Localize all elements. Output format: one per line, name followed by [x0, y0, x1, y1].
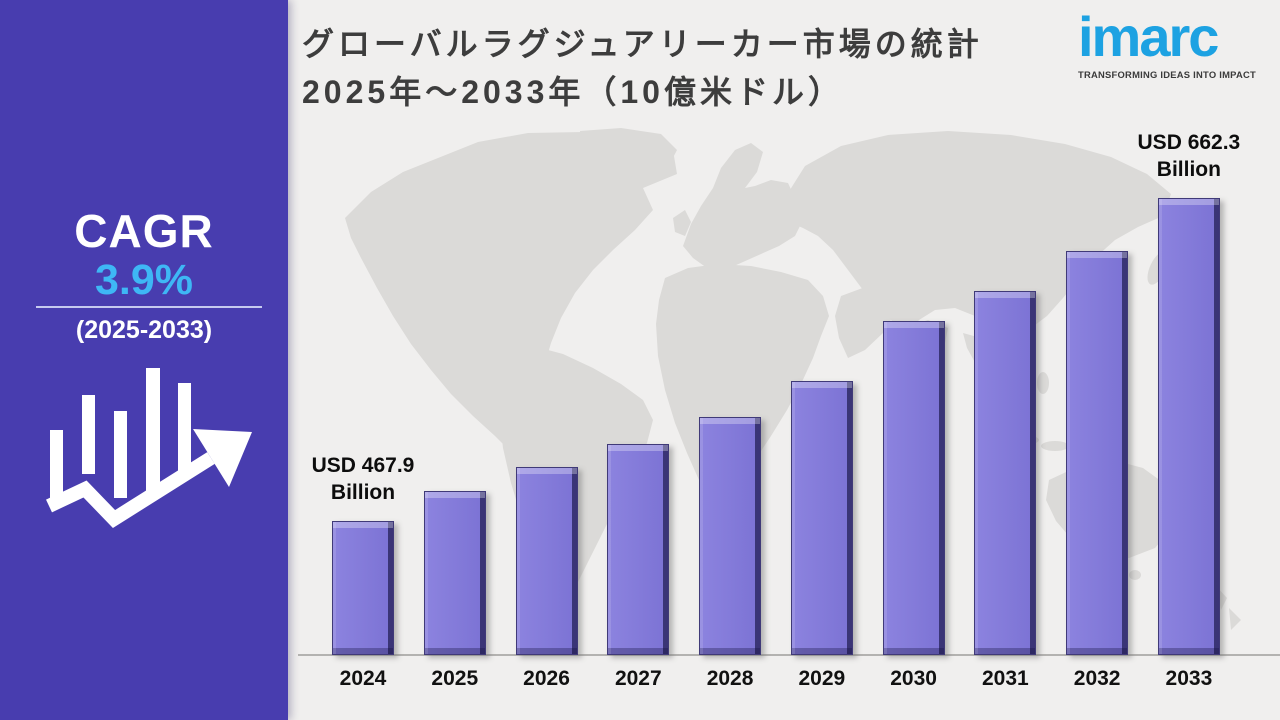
bar-year-label: 2031 — [982, 667, 1029, 690]
bar-column: USD 662.3 Billion 2033 — [1138, 131, 1241, 690]
bar-year-label: 2030 — [890, 667, 937, 690]
bars-row: USD 467.9 Billion 2024 2025 2026 2027 2028 2029… — [312, 131, 1241, 690]
x-axis-line — [298, 654, 1280, 656]
bar-year-label: 2028 — [706, 667, 754, 690]
cagr-period: (2025-2033) — [75, 316, 213, 344]
imarc-logo-tagline: TRANSFORMING IDEAS INTO IMPACT — [1078, 69, 1256, 80]
bar-2026 — [515, 467, 578, 655]
bar-2030 — [882, 321, 945, 655]
bar-2033 — [1157, 198, 1220, 655]
page-title-line2: 2025年～2033年（10億米ドル） — [302, 74, 844, 110]
bar-column: 2028 — [699, 417, 762, 690]
cagr-value: 3.9% — [94, 256, 193, 304]
bar-chart-growth-arrow-icon — [46, 368, 252, 528]
cagr-label: CAGR — [74, 205, 214, 257]
bar-column: USD 467.9 Billion 2024 — [312, 454, 415, 690]
bar-2031 — [974, 291, 1037, 655]
bar-column: 2026 — [515, 467, 578, 690]
bar-year-label: 2024 — [339, 667, 387, 690]
bar-2028 — [699, 417, 762, 655]
bar-year-label: 2026 — [523, 667, 570, 690]
bar-2024 — [332, 521, 394, 655]
bar-2025 — [423, 491, 486, 655]
bar-year-label: 2027 — [614, 667, 662, 690]
bar-value-callout: USD 662.3 Billion — [1137, 131, 1241, 182]
bar-column: 2030 — [882, 321, 945, 690]
bar-year-label: 2033 — [1165, 667, 1213, 690]
page-title-line1: グローバルラグジュアリーカー市場の統計 — [302, 26, 983, 62]
bar-column: 2027 — [607, 444, 670, 690]
imarc-logo: imarc TRANSFORMING IDEAS INTO IMPACT — [1078, 5, 1273, 81]
bar-2027 — [607, 444, 670, 655]
page-title: グローバルラグジュアリーカー市場の統計 2025年～2033年（10億米ドル） — [302, 20, 1062, 116]
bar-year-label: 2029 — [798, 667, 846, 690]
bar-column: 2032 — [1066, 251, 1129, 690]
bar-column: 2025 — [423, 491, 486, 690]
bar-2029 — [790, 381, 853, 655]
bar-year-label: 2032 — [1073, 667, 1121, 690]
bar-year-label: 2025 — [431, 667, 479, 690]
imarc-logo-wordmark: imarc — [1078, 5, 1219, 68]
bar-column: 2029 — [790, 381, 853, 690]
bar-column: 2031 — [974, 291, 1037, 690]
bar-2032 — [1066, 251, 1129, 655]
divider — [36, 306, 262, 308]
chart-panel: グローバルラグジュアリーカー市場の統計 2025年～2033年（10億米ドル） … — [288, 0, 1280, 720]
cagr-sidebar: CAGR 3.9% (2025-2033) — [0, 0, 288, 720]
bar-value-callout: USD 467.9 Billion — [311, 454, 415, 505]
